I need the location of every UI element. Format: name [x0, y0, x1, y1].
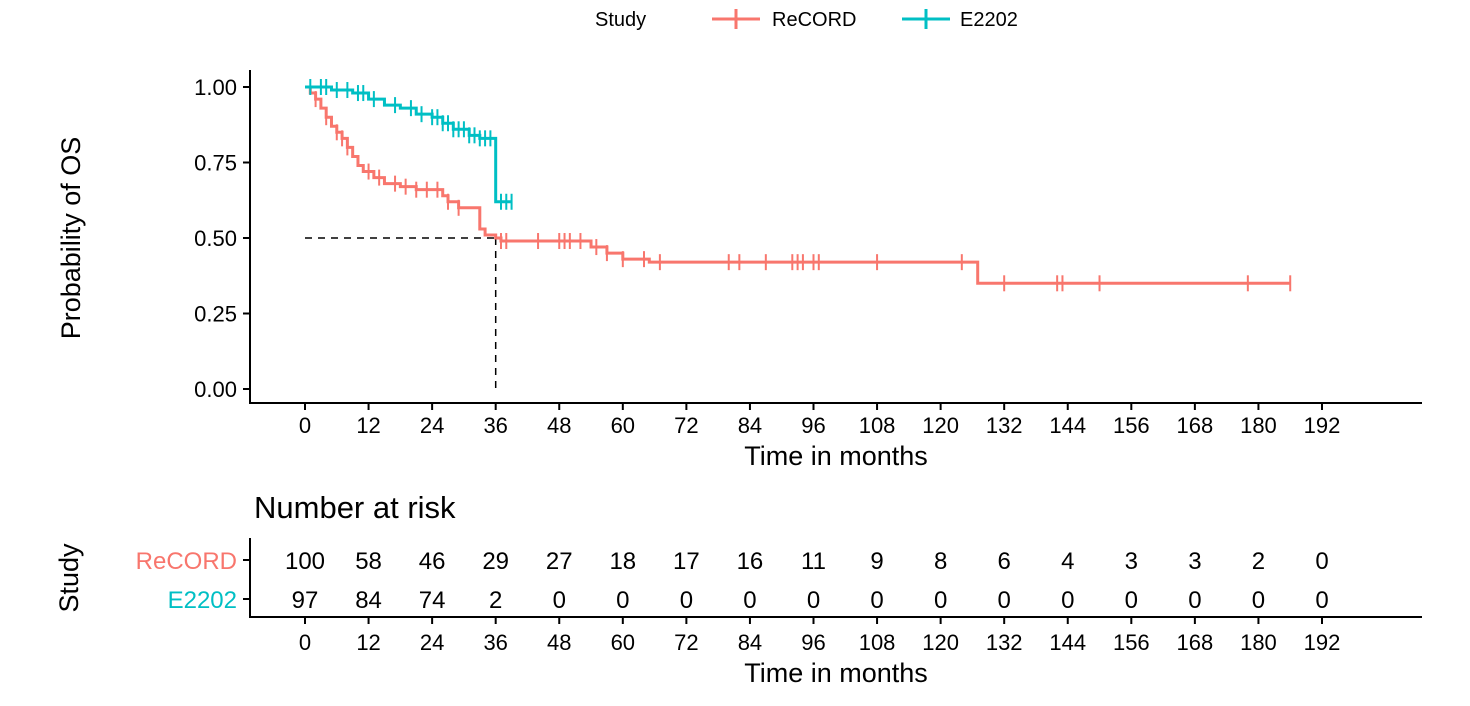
risk-count: 2 — [489, 587, 502, 614]
risk-count: 58 — [355, 548, 382, 575]
risk-count: 74 — [419, 587, 446, 614]
risk-row-label: E2202 — [168, 587, 237, 614]
risk-x-tick-label: 36 — [483, 630, 507, 655]
risk-table: ReCORD 100 58 46 29 27 18 17 16 11 9 8 6 4 3 3 2 0 E2202 97… — [136, 538, 1422, 655]
x-tick-label: 12 — [356, 413, 380, 438]
risk-count: 0 — [680, 587, 693, 614]
risk-count: 0 — [1315, 548, 1328, 575]
risk-count: 2 — [1252, 548, 1265, 575]
risk-x-tick-label: 156 — [1113, 630, 1150, 655]
risk-x-tick-label: 48 — [547, 630, 571, 655]
x-tick-label: 156 — [1113, 413, 1150, 438]
x-tick-label: 132 — [986, 413, 1023, 438]
x-tick-label: 144 — [1049, 413, 1086, 438]
risk-count: 0 — [1315, 587, 1328, 614]
risk-count: 3 — [1188, 548, 1201, 575]
y-axis-label: Probability of OS — [56, 137, 86, 340]
risk-count: 0 — [807, 587, 820, 614]
risk-count: 9 — [870, 548, 883, 575]
x-tick-label: 192 — [1304, 413, 1341, 438]
y-tick-label: 1.00 — [194, 75, 237, 100]
risk-x-tick-label: 96 — [801, 630, 825, 655]
risk-row-label: ReCORD — [136, 548, 237, 575]
x-tick-label: 84 — [738, 413, 762, 438]
risk-count: 0 — [1252, 587, 1265, 614]
risk-count: 97 — [292, 587, 319, 614]
y-tick-label: 0.75 — [194, 151, 237, 176]
x-tick-label: 24 — [420, 413, 444, 438]
survival-plot: 0.00 0.25 0.50 0.75 1.00 0 12 24 36 48 60 72 84 96 108… — [194, 70, 1422, 438]
legend-label-record: ReCORD — [772, 9, 856, 31]
risk-x-tick-label: 24 — [420, 630, 444, 655]
x-tick-label: 36 — [483, 413, 507, 438]
risk-x-tick-label: 0 — [299, 630, 311, 655]
risk-table-x-label: Time in months — [744, 658, 928, 688]
x-tick-label: 108 — [859, 413, 896, 438]
risk-count: 8 — [934, 548, 947, 575]
risk-x-tick-label: 144 — [1049, 630, 1086, 655]
risk-count: 0 — [1188, 587, 1201, 614]
risk-x-tick-label: 168 — [1177, 630, 1214, 655]
risk-x-tick-label: 72 — [674, 630, 698, 655]
x-tick-label: 0 — [299, 413, 311, 438]
risk-count: 0 — [743, 587, 756, 614]
risk-count: 0 — [998, 587, 1011, 614]
legend-title: Study — [595, 9, 646, 31]
risk-table-title: Number at risk — [254, 490, 456, 525]
y-tick-label: 0.50 — [194, 226, 237, 251]
risk-count: 0 — [1125, 587, 1138, 614]
risk-count: 0 — [553, 587, 566, 614]
risk-count: 84 — [355, 587, 382, 614]
risk-count: 100 — [285, 548, 325, 575]
x-tick-label: 96 — [801, 413, 825, 438]
y-tick-label: 0.25 — [194, 302, 237, 327]
risk-x-tick-label: 84 — [738, 630, 762, 655]
x-axis-label: Time in months — [744, 441, 928, 471]
x-tick-label: 168 — [1177, 413, 1214, 438]
risk-count: 4 — [1061, 548, 1074, 575]
risk-count: 11 — [801, 548, 826, 575]
risk-x-tick-label: 60 — [611, 630, 635, 655]
legend-label-e2202: E2202 — [960, 9, 1018, 31]
y-tick-label: 0.00 — [194, 377, 237, 402]
risk-count: 3 — [1125, 548, 1138, 575]
risk-x-tick-label: 192 — [1304, 630, 1341, 655]
risk-count: 6 — [998, 548, 1011, 575]
survival-curve-record — [305, 85, 1291, 285]
survival-curve-e2202 — [305, 85, 512, 204]
risk-count: 18 — [609, 548, 636, 575]
risk-count: 16 — [737, 548, 764, 575]
risk-count: 0 — [870, 587, 883, 614]
risk-table-y-label: Study — [54, 543, 84, 613]
x-tick-label: 48 — [547, 413, 571, 438]
risk-count: 27 — [546, 548, 573, 575]
x-tick-label: 180 — [1240, 413, 1277, 438]
risk-x-tick-label: 108 — [859, 630, 896, 655]
risk-count: 0 — [616, 587, 629, 614]
risk-count: 0 — [1061, 587, 1074, 614]
x-tick-label: 72 — [674, 413, 698, 438]
risk-count: 17 — [673, 548, 700, 575]
risk-x-tick-label: 120 — [922, 630, 959, 655]
risk-x-tick-label: 132 — [986, 630, 1023, 655]
legend: Study ReCORD E2202 — [595, 9, 1018, 31]
risk-count: 29 — [482, 548, 509, 575]
risk-count: 46 — [419, 548, 446, 575]
x-tick-label: 60 — [611, 413, 635, 438]
risk-x-tick-label: 180 — [1240, 630, 1277, 655]
risk-count: 0 — [934, 587, 947, 614]
risk-x-tick-label: 12 — [356, 630, 380, 655]
x-tick-label: 120 — [922, 413, 959, 438]
